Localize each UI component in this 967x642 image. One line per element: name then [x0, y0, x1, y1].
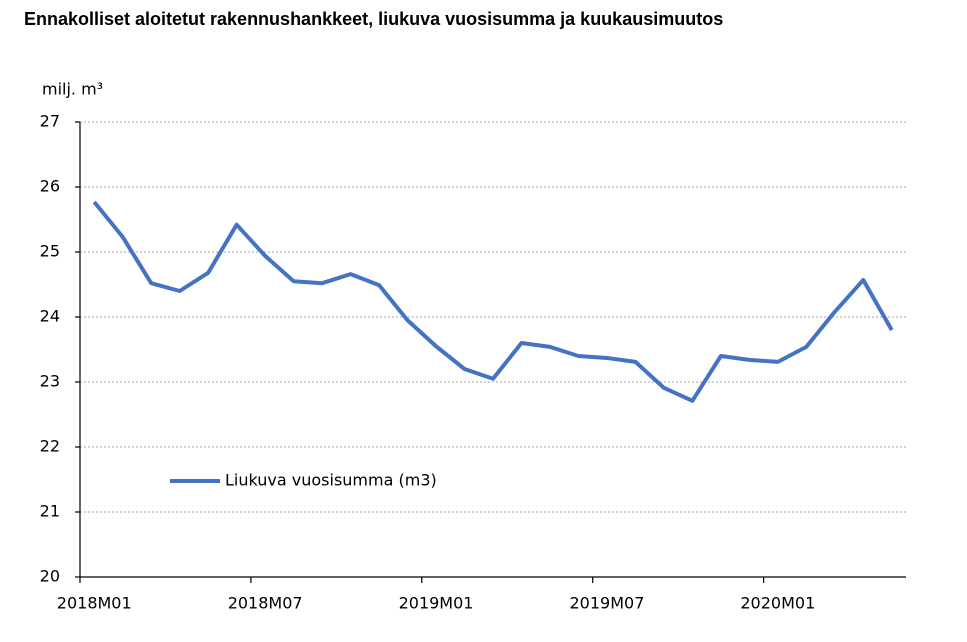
legend-label: Liukuva vuosisumma (m3) — [225, 471, 437, 490]
y-tick-label: 26 — [40, 177, 60, 196]
x-tick-label: 2020M01 — [740, 594, 815, 613]
y-tick-label: 23 — [40, 372, 60, 391]
y-axis-label: milj. m³ — [42, 80, 103, 99]
chart-title: Ennakolliset aloitetut rakennushankkeet,… — [24, 9, 723, 29]
y-tick-label: 27 — [40, 112, 60, 131]
data-line — [92, 200, 894, 403]
y-tick-label: 24 — [40, 307, 60, 326]
y-tick-label: 25 — [40, 242, 60, 261]
x-tick-label: 2018M01 — [57, 594, 132, 613]
y-tick-label: 22 — [40, 437, 60, 456]
x-tick-label: 2019M07 — [569, 594, 644, 613]
y-tick-label: 20 — [40, 567, 60, 586]
x-tick-label: 2019M01 — [399, 594, 474, 613]
y-tick-label: 21 — [40, 502, 60, 521]
x-tick-label: 2018M07 — [228, 594, 303, 613]
